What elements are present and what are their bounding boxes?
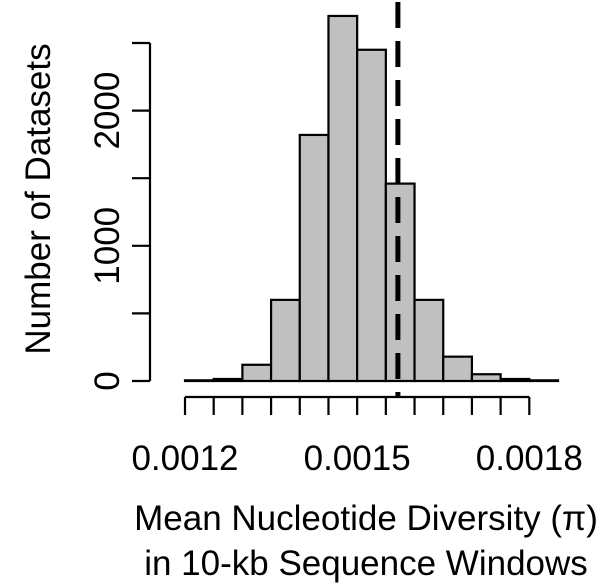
histogram-bar	[183, 379, 215, 383]
histogram-bar	[413, 298, 445, 383]
histogram-bar	[356, 48, 387, 383]
histogram-bar	[298, 133, 330, 383]
x-tick-label: 0.0012	[131, 439, 238, 478]
x-axis-title-line2: in 10-kb Sequence Windows	[144, 544, 588, 583]
y-axis: 0 1000 2000	[88, 41, 152, 391]
y-axis-title: Number of Datasets	[19, 43, 58, 354]
histogram-bar	[470, 373, 502, 383]
histogram-bar	[269, 298, 301, 383]
histogram-bar	[212, 377, 244, 383]
histogram-bar	[241, 363, 273, 383]
x-axis: 0.0012 0.0015 0.0018	[131, 395, 583, 478]
y-tick-label: 2000	[88, 72, 127, 150]
histogram-bar	[442, 355, 474, 383]
x-tick-label: 0.0015	[304, 439, 411, 478]
bars-group	[183, 14, 560, 383]
histogram-bar	[499, 377, 531, 383]
y-tick-label: 0	[88, 371, 127, 390]
y-tick-label: 1000	[88, 207, 127, 285]
x-tick-label: 0.0018	[476, 439, 583, 478]
x-axis-title-line1: Mean Nucleotide Diversity (π)	[134, 499, 598, 538]
histogram-bar	[528, 379, 560, 383]
histogram-bar	[327, 14, 359, 383]
